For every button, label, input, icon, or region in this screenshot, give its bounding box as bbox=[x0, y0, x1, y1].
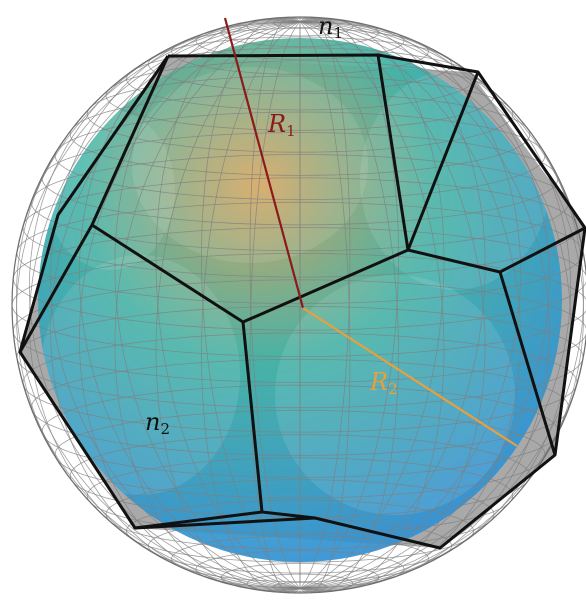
wireframe-line bbox=[155, 17, 301, 589]
wireframe-line bbox=[114, 21, 301, 592]
label-r1: R1 bbox=[267, 110, 296, 140]
wireframe-line bbox=[155, 21, 301, 593]
radius-r1-line bbox=[223, 17, 305, 309]
wireframe-line bbox=[299, 19, 522, 589]
wireframe-line bbox=[15, 21, 301, 589]
wireframe-line bbox=[299, 21, 585, 589]
wireframe-line bbox=[78, 21, 301, 591]
wireframe-line bbox=[15, 21, 301, 589]
wireframe-line bbox=[299, 17, 445, 589]
wireframe-line bbox=[299, 17, 351, 589]
radius-r2-line bbox=[302, 307, 518, 447]
edge-right-lower bbox=[498, 271, 557, 456]
wireframe-line bbox=[50, 21, 301, 590]
wireframe-line bbox=[201, 17, 301, 589]
label-n2: n2 bbox=[145, 408, 170, 438]
outer-sphere-outline bbox=[11, 16, 586, 594]
wireframe-line bbox=[299, 18, 486, 589]
wireframe-line bbox=[299, 21, 445, 593]
wireframe-line bbox=[299, 21, 586, 589]
wireframe-line bbox=[249, 21, 301, 593]
label-n1: n1 bbox=[318, 12, 343, 42]
wireframe-line bbox=[201, 21, 301, 593]
edge-top-right bbox=[406, 71, 480, 251]
wireframe-line bbox=[299, 20, 550, 589]
wireframe-line bbox=[12, 21, 301, 589]
edge-bottom bbox=[134, 510, 263, 530]
edge-outline bbox=[18, 53, 586, 550]
label-r2: R2 bbox=[369, 368, 398, 398]
dodecahedron-edges bbox=[18, 53, 586, 550]
wireframe-line bbox=[299, 21, 399, 593]
edge-left-face bbox=[18, 224, 94, 353]
